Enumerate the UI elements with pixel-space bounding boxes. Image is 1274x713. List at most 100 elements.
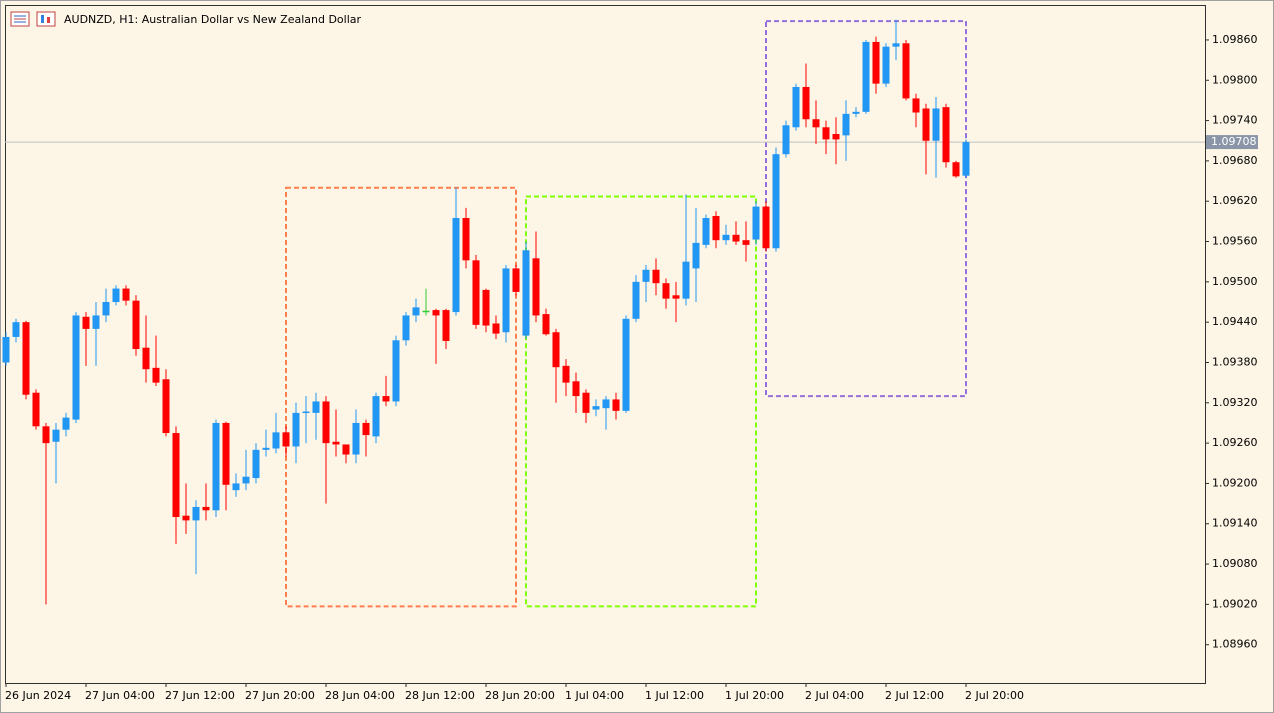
x-tick-label: 2 Jul 12:00 xyxy=(885,689,944,702)
candle-body xyxy=(242,476,250,484)
candle-body xyxy=(552,332,560,368)
candle-body xyxy=(892,43,900,47)
candle-body xyxy=(352,422,360,455)
candle-body xyxy=(122,288,130,301)
candle-body xyxy=(92,315,100,329)
candle-body xyxy=(502,268,510,333)
candle-body xyxy=(162,379,170,434)
candle-body xyxy=(802,86,810,120)
candle-body xyxy=(312,401,320,413)
candle-body xyxy=(592,406,600,410)
y-tick-label: 1.09740 xyxy=(1212,114,1258,127)
candle-body xyxy=(222,422,230,485)
candle-body xyxy=(2,336,10,363)
candle-body xyxy=(622,318,630,411)
candle-body xyxy=(22,322,30,395)
candle-body xyxy=(82,316,90,329)
candle-body xyxy=(572,381,580,397)
y-tick-label: 1.09800 xyxy=(1212,73,1258,86)
icon-bar xyxy=(47,17,50,23)
y-tick-label: 1.09680 xyxy=(1212,154,1258,167)
candle-body xyxy=(822,127,830,140)
candle-body xyxy=(202,506,210,511)
candle-body xyxy=(642,269,650,282)
candle-body xyxy=(102,302,110,316)
x-tick-label: 27 Jun 12:00 xyxy=(165,689,235,702)
candle-body xyxy=(742,240,750,245)
candle-body xyxy=(432,310,440,316)
candle-body xyxy=(362,422,370,436)
candle-body xyxy=(832,134,840,140)
chart-title: AUDNZD, H1: Australian Dollar vs New Zea… xyxy=(64,13,362,26)
candle-body xyxy=(42,426,50,444)
candle-body xyxy=(482,289,490,326)
x-tick-label: 28 Jun 12:00 xyxy=(405,689,475,702)
candle-body xyxy=(732,234,740,242)
x-tick-label: 28 Jun 20:00 xyxy=(485,689,555,702)
x-tick-label: 2 Jul 20:00 xyxy=(965,689,1024,702)
candle-body xyxy=(402,315,410,341)
candle-body xyxy=(232,483,240,491)
candle-body xyxy=(142,347,150,370)
toolbar-icons xyxy=(10,11,56,27)
candle-body xyxy=(632,281,640,319)
x-tick-label: 1 Jul 12:00 xyxy=(645,689,704,702)
candle-body xyxy=(32,392,40,427)
candle-body xyxy=(652,269,660,284)
candle-body xyxy=(712,215,720,241)
candle-body xyxy=(452,218,460,313)
y-tick-label: 1.09080 xyxy=(1212,557,1258,570)
candle-body xyxy=(412,307,420,316)
candle-body xyxy=(842,113,850,136)
candle-body xyxy=(52,429,60,442)
candle-body xyxy=(782,125,790,155)
candle-body xyxy=(962,142,970,176)
candle-body xyxy=(912,98,920,113)
candle-body xyxy=(262,447,270,450)
candle-body xyxy=(322,401,330,444)
candle-body xyxy=(772,154,780,249)
candle-body xyxy=(12,322,20,337)
x-tick-label: 2 Jul 04:00 xyxy=(805,689,864,702)
zone-box xyxy=(285,186,517,608)
last-price-box xyxy=(1206,135,1258,150)
candle-body xyxy=(932,108,940,141)
x-tick-label: 27 Jun 04:00 xyxy=(85,689,155,702)
candle-body xyxy=(292,412,300,447)
candle-body xyxy=(272,432,280,449)
candle-body xyxy=(62,417,70,430)
candle-body xyxy=(212,422,220,511)
candle-body xyxy=(612,399,620,411)
candle-body xyxy=(862,41,870,112)
candle-body xyxy=(472,260,480,325)
y-tick-label: 1.09200 xyxy=(1212,476,1258,489)
y-tick-label: 1.09260 xyxy=(1212,436,1258,449)
candle-body xyxy=(332,441,340,445)
candle-body xyxy=(882,46,890,84)
zone-box xyxy=(525,195,757,608)
candle-body xyxy=(392,340,400,402)
candle-body xyxy=(532,258,540,316)
candle-body xyxy=(692,242,700,269)
candle-body xyxy=(152,367,160,383)
candle-body xyxy=(582,392,590,413)
candle-body xyxy=(602,399,610,409)
candle-body xyxy=(132,300,140,350)
candle-body xyxy=(512,268,520,292)
candle-body xyxy=(192,506,200,521)
last-price-label: 1.09708 xyxy=(1211,135,1257,148)
candle-body xyxy=(542,314,550,335)
candle-body xyxy=(922,108,930,141)
candle-body xyxy=(942,107,950,163)
x-tick-label: 27 Jun 20:00 xyxy=(245,689,315,702)
candle-body xyxy=(752,206,760,240)
candle-body xyxy=(792,86,800,128)
candle-body xyxy=(682,261,690,299)
x-tick-label: 1 Jul 20:00 xyxy=(725,689,784,702)
candle-body xyxy=(672,295,680,299)
y-tick-label: 1.09860 xyxy=(1212,33,1258,46)
candle-body xyxy=(442,310,450,341)
y-tick-label: 1.09560 xyxy=(1212,235,1258,248)
